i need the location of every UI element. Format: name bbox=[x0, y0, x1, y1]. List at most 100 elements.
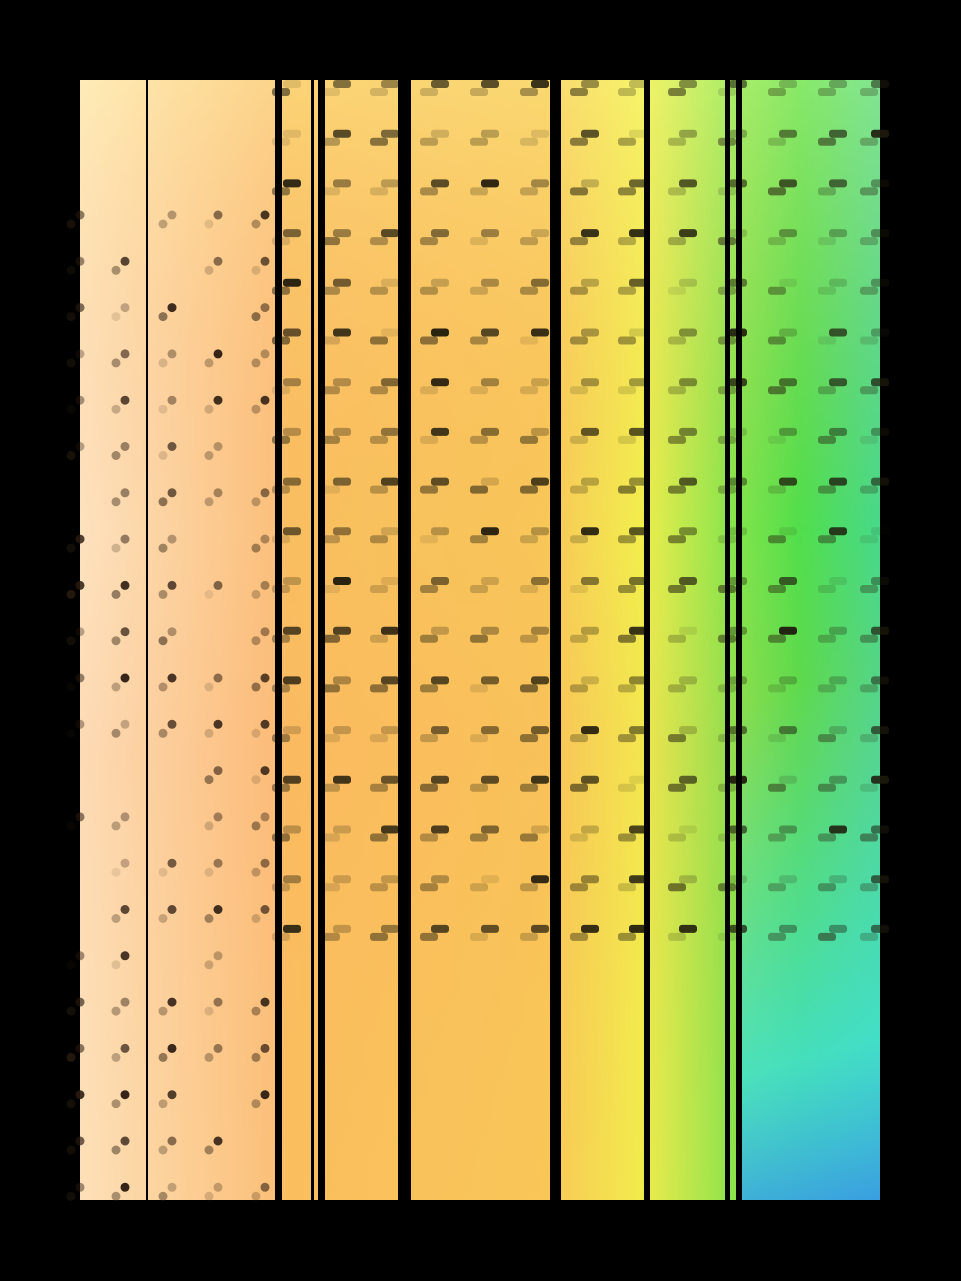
dash bbox=[860, 485, 878, 494]
dash bbox=[871, 924, 889, 933]
dot bbox=[120, 1043, 130, 1053]
dash bbox=[871, 427, 889, 436]
dot bbox=[251, 914, 261, 923]
dash bbox=[818, 88, 836, 96]
dot bbox=[204, 219, 214, 229]
dash bbox=[581, 80, 599, 88]
dash bbox=[322, 833, 340, 842]
dot bbox=[213, 395, 223, 405]
dot bbox=[111, 1006, 121, 1016]
dash bbox=[322, 684, 340, 693]
dash bbox=[420, 286, 438, 295]
dash bbox=[818, 237, 836, 246]
dot bbox=[213, 997, 223, 1007]
dot bbox=[75, 719, 85, 729]
dot bbox=[251, 404, 261, 414]
dash bbox=[470, 585, 488, 593]
dot bbox=[251, 775, 261, 785]
dash bbox=[679, 726, 697, 735]
dash bbox=[431, 229, 449, 238]
dash bbox=[520, 535, 538, 544]
dot bbox=[111, 1191, 121, 1201]
dash bbox=[779, 427, 797, 436]
dash bbox=[381, 80, 399, 88]
dash bbox=[629, 328, 647, 337]
dash bbox=[570, 932, 588, 941]
dot bbox=[75, 256, 85, 266]
dot bbox=[251, 867, 261, 877]
dot bbox=[120, 256, 130, 266]
dash bbox=[618, 734, 636, 743]
dash bbox=[420, 883, 438, 892]
dash bbox=[420, 684, 438, 693]
dot bbox=[66, 1006, 76, 1016]
dash bbox=[470, 734, 488, 743]
dash bbox=[381, 477, 399, 486]
dash bbox=[629, 427, 647, 436]
dash bbox=[829, 427, 847, 436]
dot bbox=[158, 497, 168, 507]
dash bbox=[618, 485, 636, 494]
dash bbox=[431, 80, 449, 88]
dash bbox=[860, 435, 878, 444]
dash bbox=[431, 825, 449, 834]
dot bbox=[167, 1136, 177, 1146]
dash bbox=[520, 286, 538, 295]
dash bbox=[381, 229, 399, 238]
dot bbox=[75, 1090, 85, 1100]
dash bbox=[520, 336, 538, 345]
dash bbox=[618, 932, 636, 941]
dash bbox=[431, 775, 449, 784]
dash bbox=[860, 585, 878, 593]
dash bbox=[768, 883, 786, 892]
dash bbox=[420, 137, 438, 146]
dash bbox=[370, 88, 388, 96]
dot bbox=[167, 1182, 177, 1192]
dash bbox=[871, 726, 889, 735]
dash bbox=[779, 527, 797, 536]
dash bbox=[570, 883, 588, 892]
dash bbox=[618, 137, 636, 146]
dash bbox=[768, 734, 786, 743]
dot bbox=[204, 1145, 214, 1155]
dash bbox=[370, 336, 388, 345]
dash bbox=[431, 477, 449, 486]
dash bbox=[322, 88, 340, 96]
dot bbox=[260, 1182, 270, 1192]
dot bbox=[167, 719, 177, 729]
dash bbox=[322, 883, 340, 892]
dash bbox=[381, 378, 399, 387]
dot bbox=[260, 256, 270, 266]
dash bbox=[581, 129, 599, 138]
dot bbox=[213, 812, 223, 822]
dash bbox=[420, 535, 438, 544]
dash bbox=[322, 137, 340, 146]
dash bbox=[322, 286, 340, 295]
dash bbox=[333, 477, 351, 486]
dash bbox=[668, 485, 686, 494]
dash bbox=[322, 932, 340, 941]
dot bbox=[158, 1145, 168, 1155]
dash bbox=[618, 833, 636, 842]
dot bbox=[213, 1043, 223, 1053]
dash bbox=[629, 626, 647, 635]
dash bbox=[668, 137, 686, 146]
dot bbox=[204, 358, 214, 368]
dash bbox=[333, 129, 351, 138]
dot bbox=[167, 210, 177, 220]
dot bbox=[167, 488, 177, 498]
dash bbox=[431, 179, 449, 188]
dash bbox=[581, 477, 599, 486]
dash bbox=[871, 278, 889, 287]
dash bbox=[581, 775, 599, 784]
dash bbox=[370, 386, 388, 395]
dash bbox=[570, 535, 588, 544]
dot bbox=[204, 451, 214, 460]
dash bbox=[520, 783, 538, 792]
dot bbox=[213, 349, 223, 359]
dash bbox=[829, 775, 847, 784]
dash bbox=[581, 825, 599, 834]
dash bbox=[581, 726, 599, 735]
dash bbox=[481, 726, 499, 735]
dash bbox=[668, 833, 686, 842]
